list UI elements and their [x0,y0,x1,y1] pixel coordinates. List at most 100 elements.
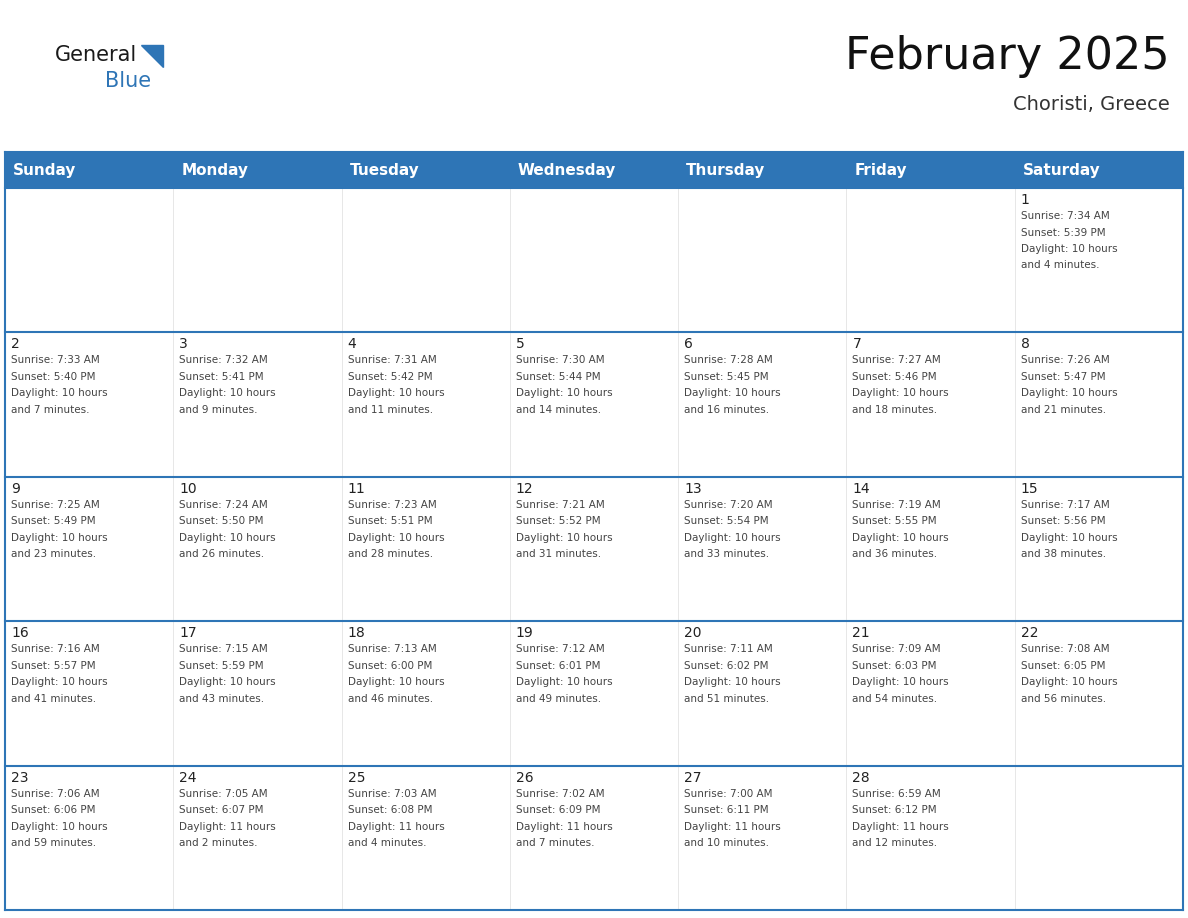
Text: Sunset: 5:45 PM: Sunset: 5:45 PM [684,372,769,382]
Bar [678,152,846,188]
Text: Sunrise: 7:24 AM: Sunrise: 7:24 AM [179,499,268,509]
Text: Daylight: 10 hours: Daylight: 10 hours [179,388,276,398]
Text: Sunrise: 7:19 AM: Sunrise: 7:19 AM [853,499,941,509]
Text: and 38 minutes.: and 38 minutes. [1020,549,1106,559]
Text: Sunrise: 7:16 AM: Sunrise: 7:16 AM [11,644,100,655]
Text: and 14 minutes.: and 14 minutes. [516,405,601,415]
Text: Sunset: 5:50 PM: Sunset: 5:50 PM [179,516,264,526]
Bar [846,152,1015,188]
Text: General: General [55,45,138,65]
Text: and 4 minutes.: and 4 minutes. [1020,261,1099,271]
Bar [342,188,510,332]
Bar [678,766,846,910]
Text: Daylight: 10 hours: Daylight: 10 hours [516,677,613,688]
Text: Sunrise: 7:20 AM: Sunrise: 7:20 AM [684,499,772,509]
Text: and 12 minutes.: and 12 minutes. [853,838,937,848]
Text: Sunset: 5:52 PM: Sunset: 5:52 PM [516,516,600,526]
Text: Monday: Monday [182,162,248,177]
Text: 5: 5 [516,338,525,352]
Text: and 51 minutes.: and 51 minutes. [684,694,770,704]
Text: Sunrise: 7:23 AM: Sunrise: 7:23 AM [348,499,436,509]
Text: February 2025: February 2025 [846,35,1170,78]
Text: Daylight: 10 hours: Daylight: 10 hours [684,388,781,398]
Text: Sunset: 5:56 PM: Sunset: 5:56 PM [1020,516,1105,526]
Text: and 54 minutes.: and 54 minutes. [853,694,937,704]
Bar [510,188,678,332]
Text: Sunset: 5:41 PM: Sunset: 5:41 PM [179,372,264,382]
Text: Sunrise: 7:34 AM: Sunrise: 7:34 AM [1020,211,1110,221]
Text: and 49 minutes.: and 49 minutes. [516,694,601,704]
Bar [1015,332,1183,476]
Text: Daylight: 10 hours: Daylight: 10 hours [516,388,613,398]
Text: 7: 7 [853,338,861,352]
Text: Sunset: 6:09 PM: Sunset: 6:09 PM [516,805,600,815]
Text: Sunrise: 7:17 AM: Sunrise: 7:17 AM [1020,499,1110,509]
Text: Sunset: 6:08 PM: Sunset: 6:08 PM [348,805,432,815]
Bar [342,621,510,766]
Bar [510,476,678,621]
Text: Sunset: 5:44 PM: Sunset: 5:44 PM [516,372,600,382]
Bar [678,476,846,621]
Text: Sunset: 5:46 PM: Sunset: 5:46 PM [853,372,937,382]
Bar [173,332,342,476]
Bar [846,621,1015,766]
Bar [5,332,173,476]
Text: and 9 minutes.: and 9 minutes. [179,405,258,415]
Text: Daylight: 10 hours: Daylight: 10 hours [1020,388,1118,398]
Text: Daylight: 11 hours: Daylight: 11 hours [348,822,444,832]
Text: Sunset: 5:40 PM: Sunset: 5:40 PM [11,372,95,382]
Text: 25: 25 [348,770,365,785]
Text: Sunset: 5:57 PM: Sunset: 5:57 PM [11,661,95,671]
Text: Sunrise: 7:15 AM: Sunrise: 7:15 AM [179,644,268,655]
Text: and 7 minutes.: and 7 minutes. [11,405,89,415]
Text: 26: 26 [516,770,533,785]
Bar [342,332,510,476]
Text: Sunset: 6:02 PM: Sunset: 6:02 PM [684,661,769,671]
Text: Sunrise: 6:59 AM: Sunrise: 6:59 AM [853,789,941,799]
Text: 28: 28 [853,770,870,785]
Text: Daylight: 10 hours: Daylight: 10 hours [179,677,276,688]
Text: 19: 19 [516,626,533,640]
Text: and 31 minutes.: and 31 minutes. [516,549,601,559]
Bar [510,152,678,188]
Bar [342,766,510,910]
Bar [5,476,173,621]
Text: Daylight: 10 hours: Daylight: 10 hours [853,532,949,543]
Text: Sunrise: 7:25 AM: Sunrise: 7:25 AM [11,499,100,509]
Text: Daylight: 10 hours: Daylight: 10 hours [348,677,444,688]
Text: and 2 minutes.: and 2 minutes. [179,838,258,848]
Text: and 33 minutes.: and 33 minutes. [684,549,770,559]
Text: 16: 16 [11,626,29,640]
Bar [678,621,846,766]
Text: Thursday: Thursday [687,162,765,177]
Text: 11: 11 [348,482,366,496]
Text: Daylight: 10 hours: Daylight: 10 hours [11,388,108,398]
Text: Daylight: 10 hours: Daylight: 10 hours [684,677,781,688]
Text: and 18 minutes.: and 18 minutes. [853,405,937,415]
Text: Friday: Friday [854,162,908,177]
Bar [5,621,173,766]
Text: Sunrise: 7:32 AM: Sunrise: 7:32 AM [179,355,268,365]
Text: Sunset: 5:55 PM: Sunset: 5:55 PM [853,516,937,526]
Text: Sunset: 6:00 PM: Sunset: 6:00 PM [348,661,432,671]
Text: 24: 24 [179,770,197,785]
Bar [342,152,510,188]
Text: Daylight: 10 hours: Daylight: 10 hours [179,532,276,543]
Text: and 7 minutes.: and 7 minutes. [516,838,594,848]
Bar [510,621,678,766]
Bar [342,476,510,621]
Text: Daylight: 10 hours: Daylight: 10 hours [348,532,444,543]
Bar [173,152,342,188]
Text: Sunset: 5:47 PM: Sunset: 5:47 PM [1020,372,1105,382]
Text: 1: 1 [1020,193,1030,207]
Text: Daylight: 11 hours: Daylight: 11 hours [853,822,949,832]
Text: Daylight: 10 hours: Daylight: 10 hours [348,388,444,398]
Bar [173,188,342,332]
Text: and 28 minutes.: and 28 minutes. [348,549,432,559]
Text: and 23 minutes.: and 23 minutes. [11,549,96,559]
Text: Sunrise: 7:12 AM: Sunrise: 7:12 AM [516,644,605,655]
Polygon shape [141,45,163,67]
Text: 3: 3 [179,338,188,352]
Text: Daylight: 10 hours: Daylight: 10 hours [853,677,949,688]
Text: 23: 23 [11,770,29,785]
